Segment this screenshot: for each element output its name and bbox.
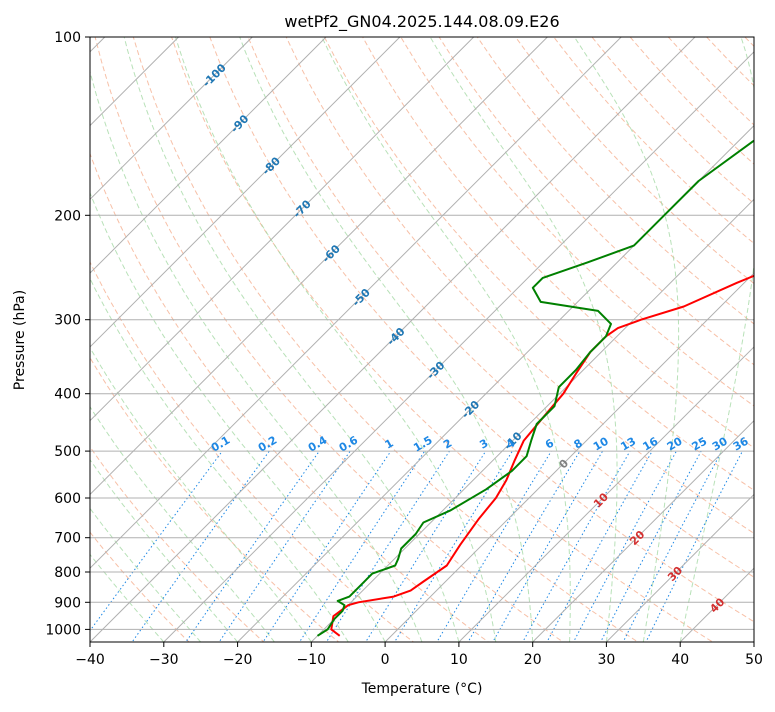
- y-tick-label: 800: [54, 565, 81, 581]
- y-tick-label: 100: [54, 30, 81, 46]
- x-tick-label: −30: [149, 652, 179, 668]
- x-tick-label: 0: [381, 652, 390, 668]
- x-tick-label: 30: [597, 652, 615, 668]
- y-tick-label: 1000: [45, 622, 81, 638]
- y-tick-label: 300: [54, 313, 81, 329]
- y-tick-label: 200: [54, 208, 81, 224]
- y-tick-label: 400: [54, 387, 81, 403]
- x-tick-label: −20: [223, 652, 253, 668]
- x-tick-label: −10: [297, 652, 327, 668]
- y-tick-label: 600: [54, 491, 81, 507]
- x-tick-label: 50: [745, 652, 763, 668]
- x-tick-label: 40: [671, 652, 689, 668]
- y-tick-label: 500: [54, 444, 81, 460]
- x-axis-title: Temperature (°C): [361, 681, 483, 697]
- y-tick-label: 700: [54, 531, 81, 547]
- y-axis-title: Pressure (hPa): [12, 290, 28, 390]
- y-tick-label: 900: [54, 595, 81, 611]
- chart-title: wetPf2_GN04.2025.144.08.09.E26: [284, 12, 559, 32]
- x-tick-label: 20: [524, 652, 542, 668]
- x-tick-label: 10: [450, 652, 468, 668]
- x-tick-label: −40: [75, 652, 105, 668]
